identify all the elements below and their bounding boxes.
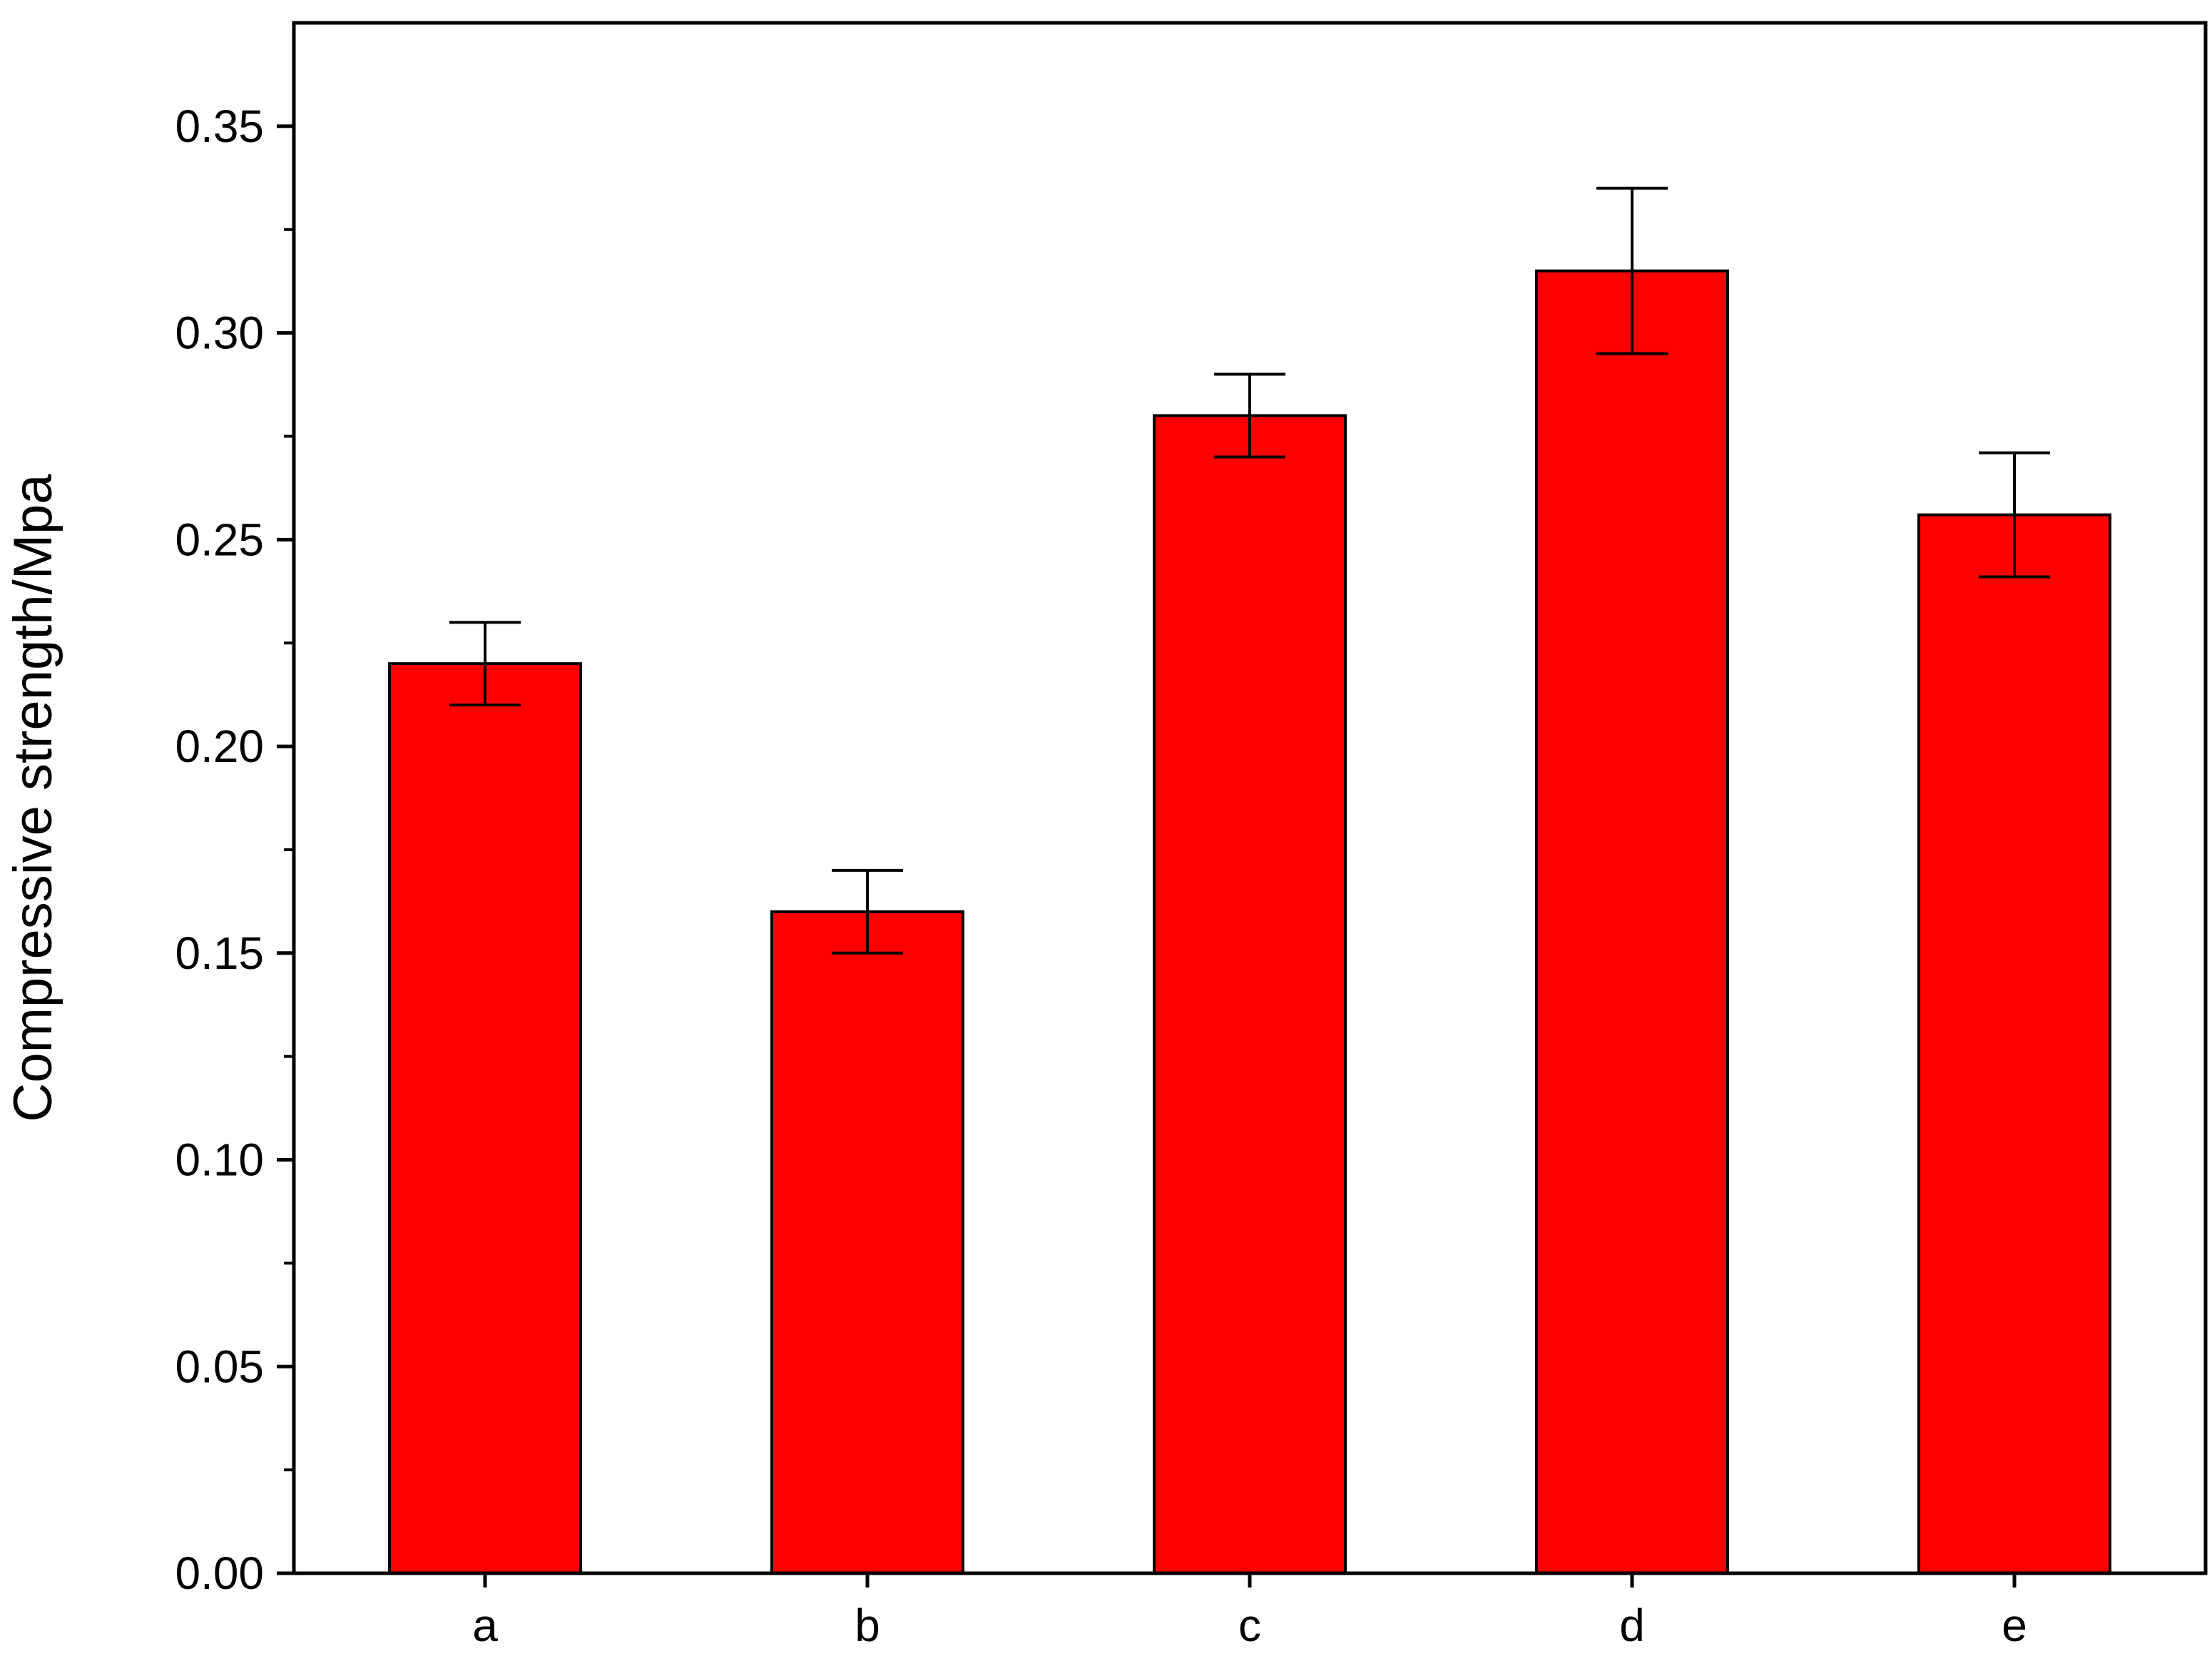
x-tick-label-b: b [855,1600,880,1651]
y-tick-label: 0.05 [175,1341,264,1392]
y-axis-label: Compressive strength/Mpa [3,474,63,1122]
bars-layer [388,269,2111,1575]
bar-c [1153,414,1347,1575]
y-tick-label: 0.25 [175,514,264,565]
y-tick-label: 0.35 [175,101,264,152]
x-tick-label-e: e [2002,1600,2027,1651]
x-tick-label-d: d [1619,1600,1645,1651]
y-tick-label: 0.20 [175,721,264,772]
x-tick-label-c: c [1238,1600,1261,1651]
y-tick-label: 0.00 [175,1548,264,1599]
x-ticks-layer: a b c d e [472,1573,2027,1651]
bar-e [1917,513,2111,1575]
y-ticks-layer: 0.00 0.05 0.10 0.15 0.20 0.25 0.30 0.35 [175,101,294,1599]
y-tick-label: 0.30 [175,308,264,359]
y-tick-label: 0.15 [175,928,264,979]
bar-b [770,910,964,1575]
bar-a [388,662,582,1575]
y-tick-label: 0.10 [175,1134,264,1186]
x-tick-label-a: a [472,1600,498,1651]
bar-d [1535,269,1729,1575]
error-bars-layer [449,186,2050,955]
